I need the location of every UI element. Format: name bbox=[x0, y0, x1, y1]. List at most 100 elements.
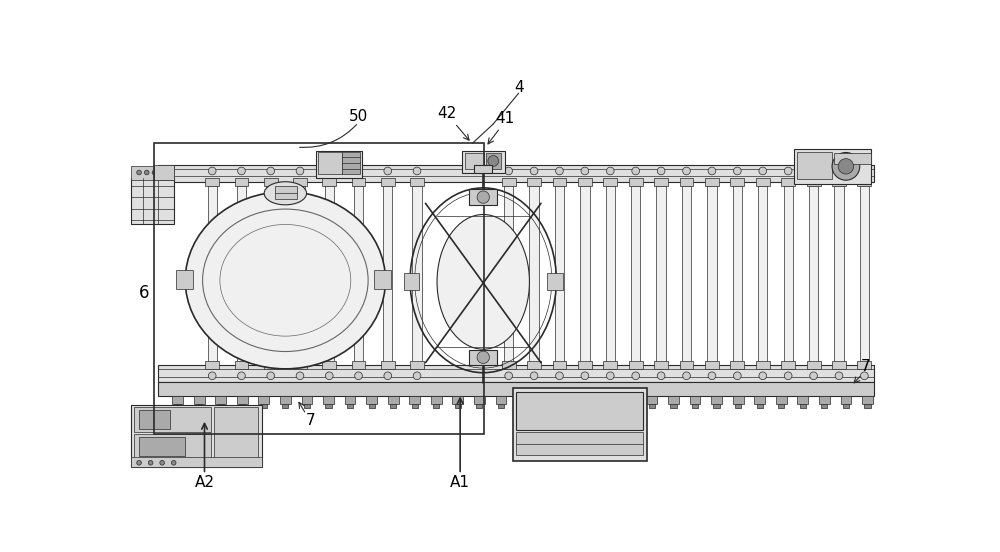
Bar bbox=[474, 396, 485, 404]
Circle shape bbox=[208, 167, 216, 175]
Bar bbox=[627, 404, 633, 408]
Bar bbox=[603, 361, 617, 369]
Bar bbox=[502, 361, 516, 369]
Bar bbox=[366, 396, 377, 404]
Bar bbox=[797, 396, 808, 404]
Bar bbox=[431, 396, 442, 404]
Bar bbox=[625, 396, 636, 404]
Bar bbox=[293, 361, 307, 369]
Circle shape bbox=[505, 167, 512, 175]
Bar bbox=[690, 396, 700, 404]
Circle shape bbox=[355, 372, 362, 380]
Bar bbox=[282, 404, 288, 408]
Text: 50: 50 bbox=[349, 109, 368, 124]
Bar bbox=[539, 396, 549, 404]
Bar bbox=[654, 361, 668, 369]
Bar bbox=[832, 361, 846, 369]
Bar bbox=[582, 396, 593, 404]
Bar bbox=[158, 165, 874, 182]
Circle shape bbox=[148, 460, 153, 465]
Bar bbox=[707, 185, 717, 365]
Bar bbox=[214, 407, 258, 461]
Bar bbox=[516, 392, 643, 431]
Circle shape bbox=[835, 167, 843, 175]
Circle shape bbox=[708, 167, 716, 175]
Bar bbox=[237, 396, 248, 404]
Bar bbox=[139, 411, 170, 429]
Bar bbox=[354, 185, 363, 365]
Bar bbox=[264, 361, 278, 369]
Bar bbox=[316, 151, 362, 178]
Bar bbox=[527, 178, 541, 185]
Bar bbox=[196, 404, 202, 408]
Bar bbox=[293, 178, 307, 185]
Circle shape bbox=[657, 372, 665, 380]
Bar bbox=[388, 396, 399, 404]
Circle shape bbox=[325, 372, 333, 380]
Bar bbox=[158, 382, 874, 396]
Circle shape bbox=[325, 167, 333, 175]
Bar bbox=[807, 361, 820, 369]
Bar bbox=[560, 396, 571, 404]
Bar bbox=[452, 396, 463, 404]
Bar bbox=[857, 178, 871, 185]
Circle shape bbox=[632, 167, 640, 175]
Bar bbox=[578, 178, 592, 185]
Bar bbox=[776, 396, 787, 404]
Text: 42: 42 bbox=[437, 107, 457, 121]
Bar bbox=[656, 185, 666, 365]
Circle shape bbox=[683, 167, 690, 175]
Bar bbox=[754, 396, 765, 404]
Bar bbox=[832, 178, 846, 185]
Bar bbox=[512, 388, 647, 461]
Bar bbox=[154, 165, 174, 180]
Circle shape bbox=[810, 167, 817, 175]
Circle shape bbox=[477, 351, 489, 363]
Bar bbox=[800, 404, 806, 408]
Bar bbox=[553, 178, 566, 185]
Circle shape bbox=[296, 372, 304, 380]
Bar bbox=[821, 404, 827, 408]
Bar bbox=[154, 143, 484, 434]
Bar bbox=[322, 178, 336, 185]
Bar bbox=[862, 396, 873, 404]
Bar bbox=[381, 178, 395, 185]
Bar bbox=[342, 152, 360, 174]
Circle shape bbox=[505, 372, 512, 380]
Bar bbox=[264, 178, 278, 185]
Circle shape bbox=[733, 372, 741, 380]
Bar bbox=[134, 434, 211, 461]
Bar bbox=[347, 404, 353, 408]
Bar bbox=[733, 396, 744, 404]
Circle shape bbox=[355, 167, 362, 175]
Bar bbox=[496, 396, 506, 404]
Text: 7: 7 bbox=[860, 359, 870, 374]
Bar bbox=[517, 396, 528, 404]
Circle shape bbox=[160, 460, 164, 465]
Bar bbox=[352, 178, 365, 185]
Bar bbox=[280, 396, 291, 404]
Bar bbox=[455, 404, 461, 408]
Bar bbox=[843, 404, 849, 408]
Circle shape bbox=[861, 167, 868, 175]
Bar bbox=[374, 270, 391, 289]
Bar bbox=[345, 396, 355, 404]
Bar bbox=[322, 361, 336, 369]
Bar bbox=[323, 396, 334, 404]
Bar bbox=[381, 361, 395, 369]
Circle shape bbox=[838, 158, 854, 174]
Circle shape bbox=[144, 170, 149, 175]
Circle shape bbox=[152, 170, 157, 175]
Bar bbox=[809, 185, 818, 365]
Bar bbox=[486, 153, 501, 169]
Bar bbox=[670, 404, 677, 408]
Circle shape bbox=[137, 170, 141, 175]
Circle shape bbox=[208, 372, 216, 380]
Text: 41: 41 bbox=[495, 111, 514, 126]
Bar bbox=[218, 404, 224, 408]
Bar bbox=[383, 185, 392, 365]
Circle shape bbox=[238, 167, 245, 175]
Text: A2: A2 bbox=[194, 475, 214, 490]
Bar bbox=[784, 185, 793, 365]
Bar bbox=[325, 404, 332, 408]
